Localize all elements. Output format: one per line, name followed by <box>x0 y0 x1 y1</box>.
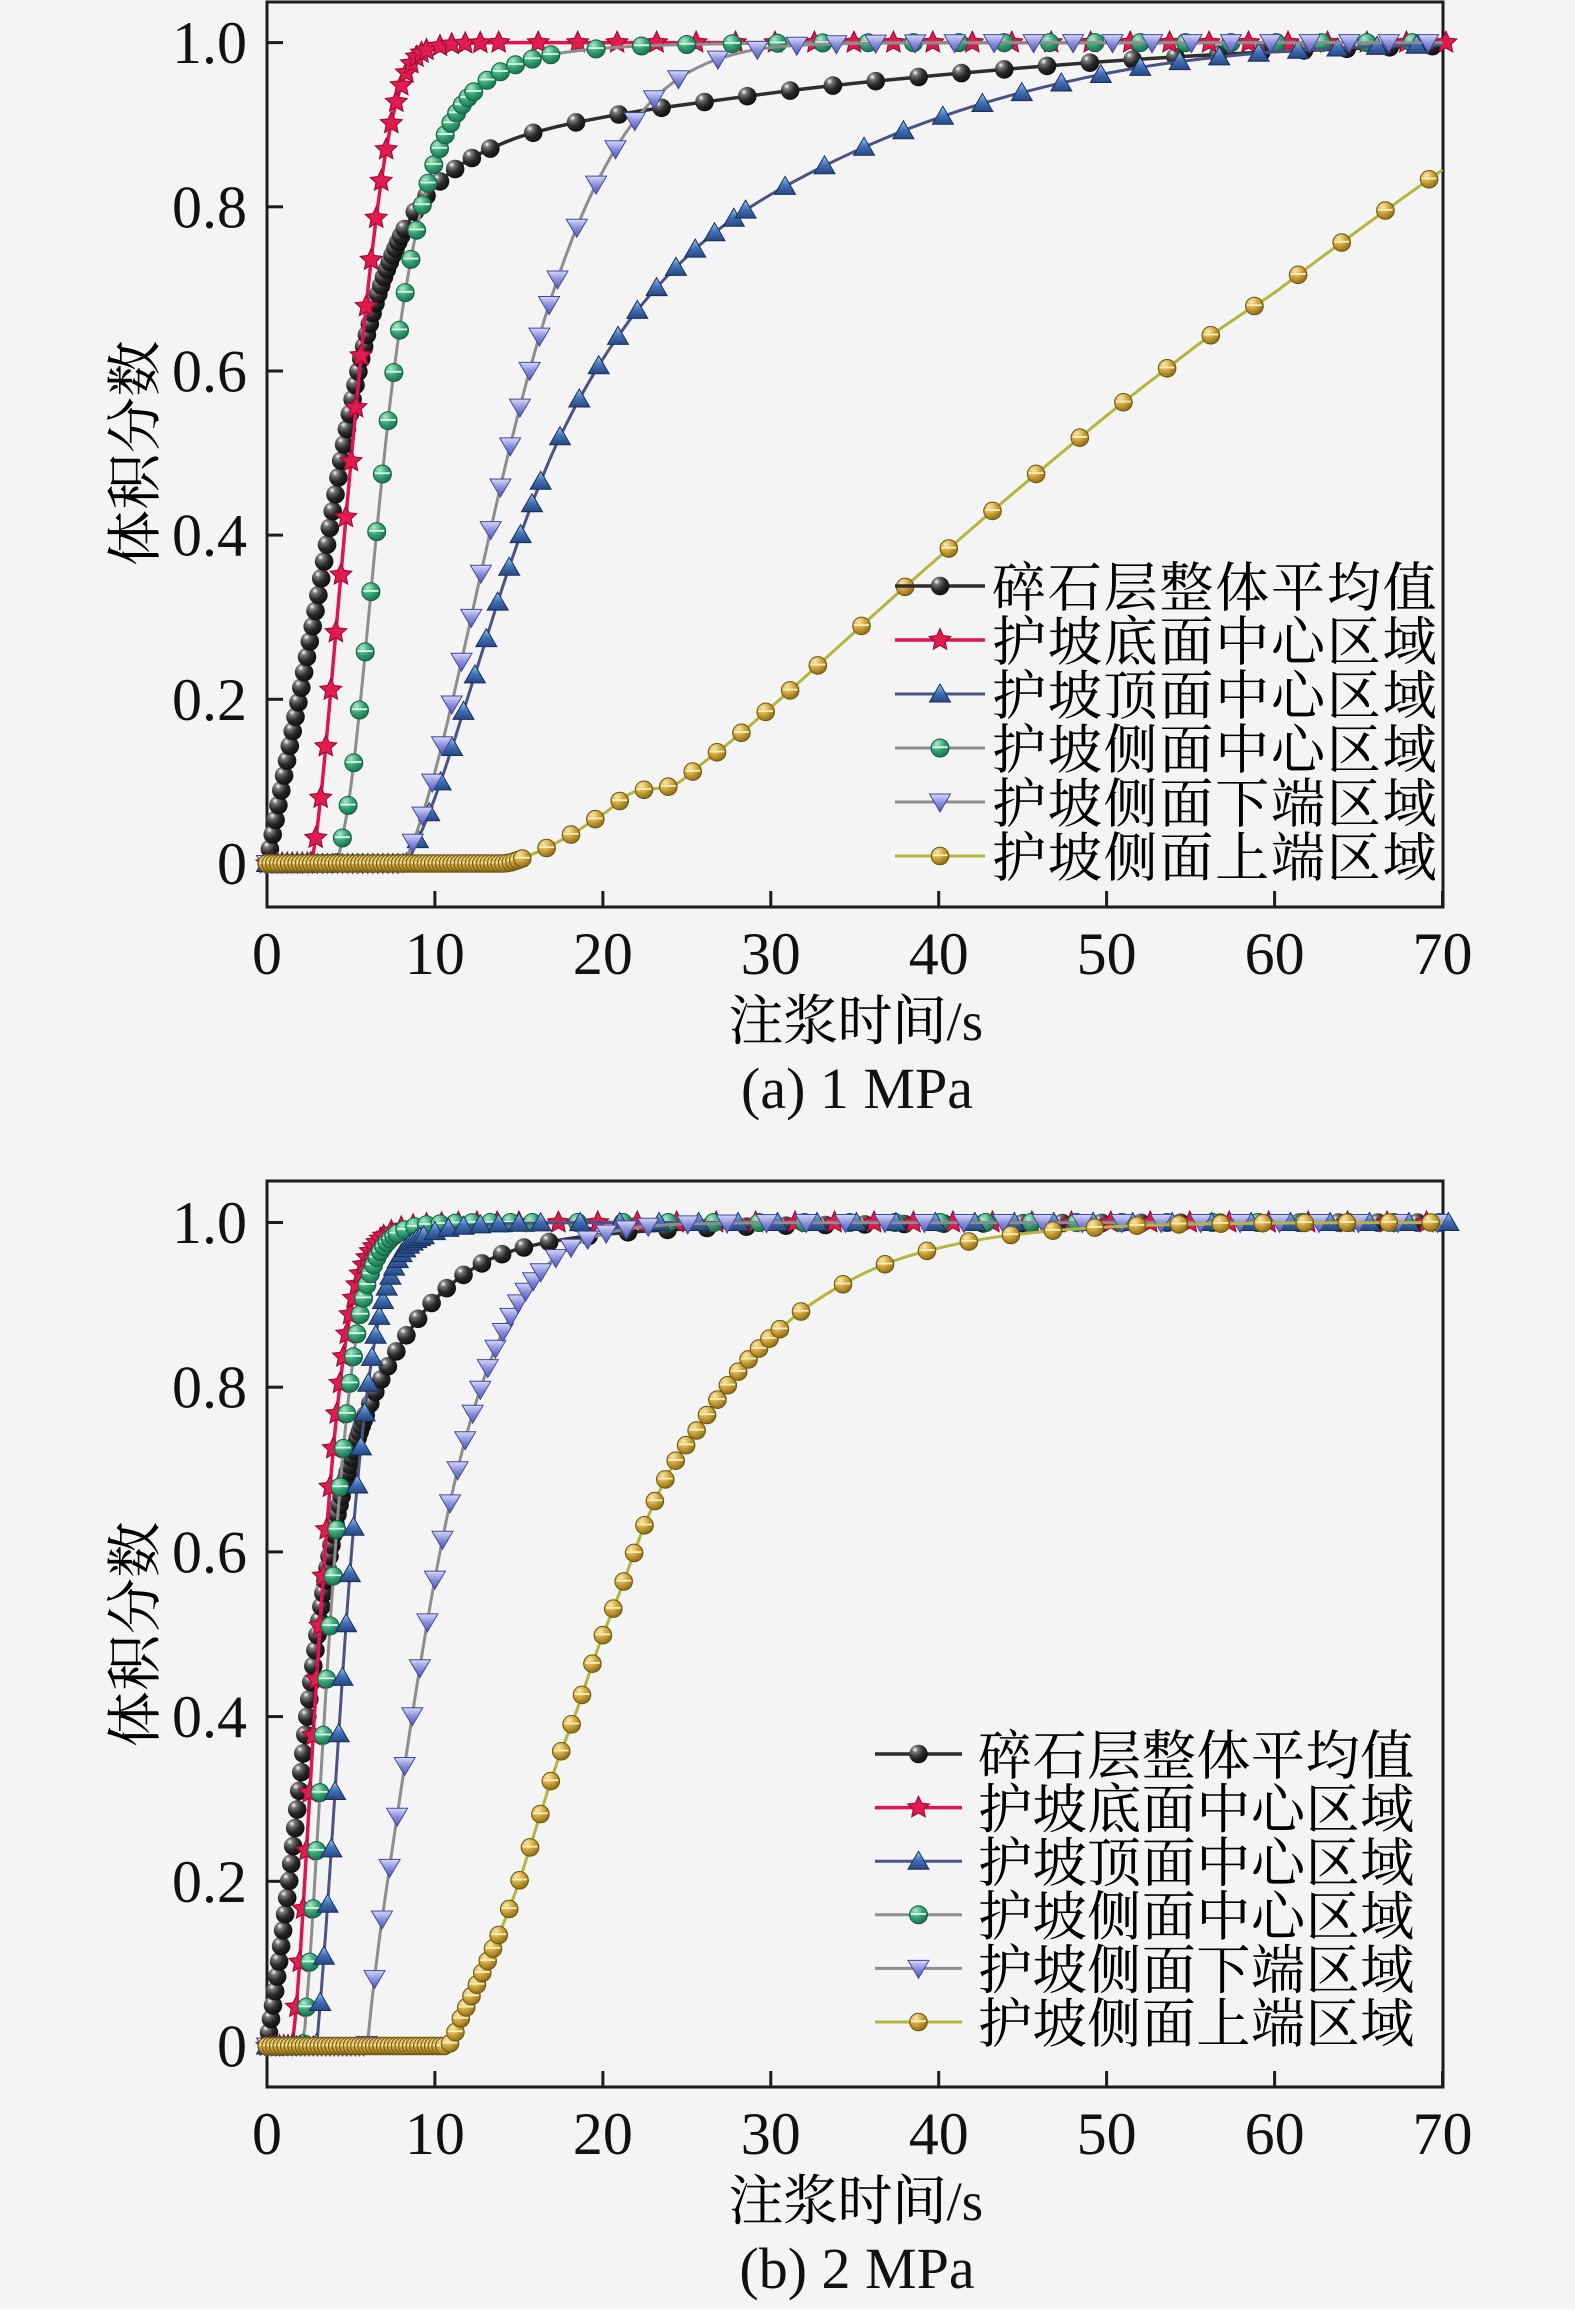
svg-text:50: 50 <box>1077 2101 1137 2167</box>
svg-text:70: 70 <box>1413 921 1473 987</box>
svg-text:1.0: 1.0 <box>172 10 247 76</box>
svg-text:0: 0 <box>217 831 247 897</box>
svg-text:30: 30 <box>741 2101 801 2167</box>
svg-text:60: 60 <box>1245 2101 1305 2167</box>
svg-text:0: 0 <box>252 2101 282 2167</box>
svg-text:0.4: 0.4 <box>172 503 247 569</box>
svg-text:(b) 2 MPa: (b) 2 MPa <box>739 2236 974 2301</box>
svg-text:0.6: 0.6 <box>172 339 247 405</box>
svg-text:0.6: 0.6 <box>172 1519 247 1585</box>
svg-text:10: 10 <box>405 2101 465 2167</box>
svg-text:0: 0 <box>252 921 282 987</box>
svg-text:0.2: 0.2 <box>172 667 247 733</box>
svg-text:0: 0 <box>217 2014 247 2080</box>
svg-text:40: 40 <box>909 2101 969 2167</box>
svg-text:0.8: 0.8 <box>172 174 247 240</box>
svg-text:60: 60 <box>1245 921 1305 987</box>
svg-text:20: 20 <box>573 2101 633 2167</box>
svg-text:50: 50 <box>1077 921 1137 987</box>
svg-text:(a) 1 MPa: (a) 1 MPa <box>741 1056 973 1121</box>
svg-text:20: 20 <box>573 921 633 987</box>
svg-text:/s: /s <box>947 2171 984 2232</box>
svg-text:0.4: 0.4 <box>172 1684 247 1750</box>
svg-text:40: 40 <box>909 921 969 987</box>
svg-text:30: 30 <box>741 921 801 987</box>
svg-text:0.2: 0.2 <box>172 1849 247 1915</box>
svg-text:10: 10 <box>405 921 465 987</box>
svg-text:0.8: 0.8 <box>172 1355 247 1421</box>
svg-text:1.0: 1.0 <box>172 1190 247 1256</box>
svg-text:70: 70 <box>1413 2101 1473 2167</box>
svg-text:/s: /s <box>947 991 984 1052</box>
